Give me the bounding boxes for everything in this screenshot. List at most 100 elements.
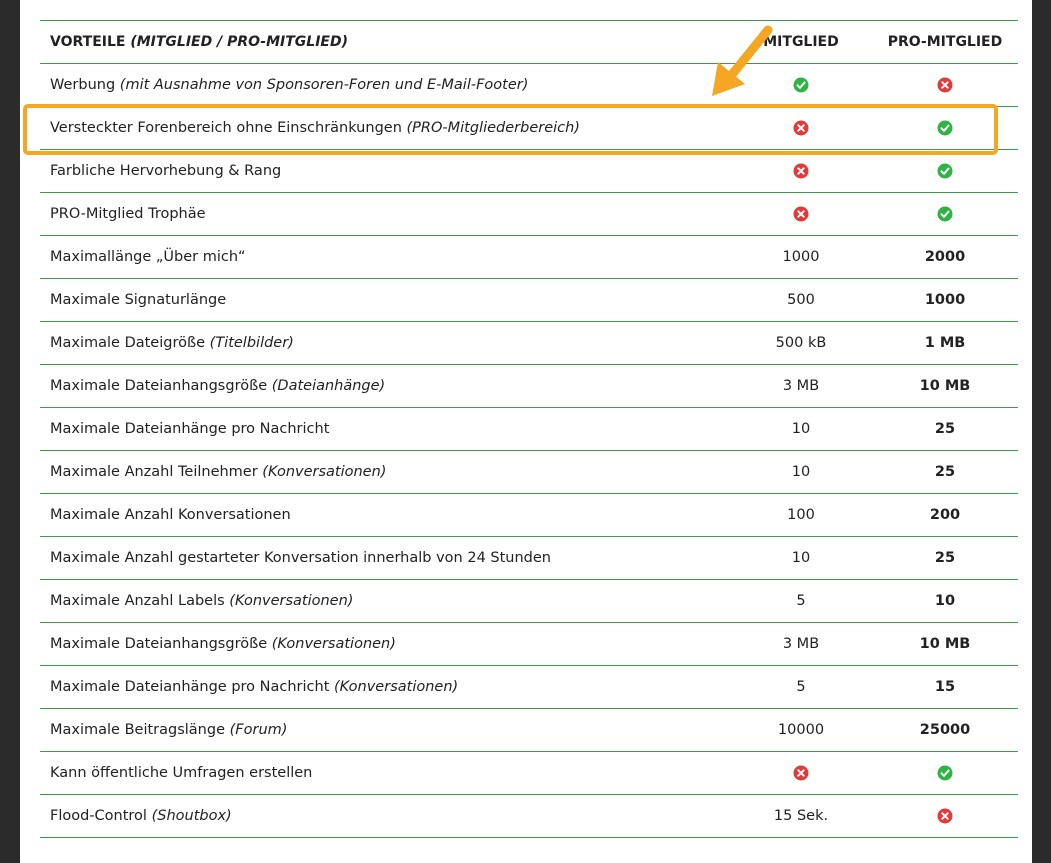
comparison-table: VORTEILE (MITGLIED / PRO-MITGLIED) MITGL… (40, 20, 1018, 838)
row-label-cell: Maximale Beitragslänge (Forum) (40, 722, 730, 738)
pro-value: 25000 (919, 722, 971, 738)
table-row: Maximale Dateianhangsgröße (Dateianhänge… (40, 365, 1018, 408)
row-label: Maximale Anzahl Konversationen (50, 507, 291, 523)
pro-cell (872, 765, 1018, 781)
row-label-cell: Maximale Dateianhänge pro Nachricht (40, 421, 730, 437)
row-note: (Forum) (229, 722, 288, 738)
table-row: PRO-Mitglied Trophäe (40, 193, 1018, 236)
mitglied-value: 500 (787, 292, 815, 308)
row-label-cell: Maximale Dateigröße (Titelbilder) (40, 335, 730, 351)
row-label-cell: Werbung (mit Ausnahme von Sponsoren-Fore… (40, 77, 730, 93)
row-label: Maximale Signaturlänge (50, 292, 227, 308)
row-label: Maximallänge „Über mich“ (50, 249, 246, 265)
mitglied-value: 10000 (777, 722, 825, 738)
pro-value: 1000 (924, 292, 966, 308)
header-col2: PRO-MITGLIED (887, 34, 1003, 50)
pro-value: 2000 (924, 249, 966, 265)
mitglied-value: 10 (791, 421, 811, 437)
table-row: Maximale Signaturlänge 500 1000 (40, 279, 1018, 322)
row-label: Werbung (50, 77, 116, 93)
mitglied-value: 500 kB (775, 335, 827, 351)
pro-value: 25 (934, 464, 956, 480)
row-label-cell: Maximale Anzahl Teilnehmer (Konversation… (40, 464, 730, 480)
row-note: (Shoutbox) (151, 808, 232, 824)
table-row: Kann öffentliche Umfragen erstellen (40, 752, 1018, 795)
row-note: (Titelbilder) (209, 335, 294, 351)
row-label: Maximale Dateianhangsgröße (50, 636, 268, 652)
mitglied-value: 10 (791, 464, 811, 480)
row-label-cell: Maximallänge „Über mich“ (40, 249, 730, 265)
row-note: (mit Ausnahme von Sponsoren-Foren und E-… (119, 77, 529, 93)
mitglied-value: 100 (787, 507, 815, 523)
row-note: (Konversationen) (229, 593, 354, 609)
row-label-cell: PRO-Mitglied Trophäe (40, 206, 730, 222)
table-row: Maximale Anzahl gestarteter Konversation… (40, 537, 1018, 580)
pro-value: 25 (934, 421, 956, 437)
pro-cell (872, 808, 1018, 824)
pro-value: 10 MB (919, 378, 971, 394)
pro-value: 10 (934, 593, 956, 609)
header-note: (MITGLIED / PRO-MITGLIED) (130, 34, 348, 50)
mitglied-cell (730, 77, 872, 93)
mitglied-value: 10 (791, 550, 811, 566)
row-label-cell: Maximale Anzahl gestarteter Konversation… (40, 550, 730, 566)
pro-value: 10 MB (919, 636, 971, 652)
mitglied-cell (730, 206, 872, 222)
header-cell: VORTEILE (MITGLIED / PRO-MITGLIED) (40, 34, 730, 50)
check-icon (937, 163, 953, 179)
mitglied-cell (730, 765, 872, 781)
mitglied-value: 1000 (782, 249, 820, 265)
row-label: Maximale Dateigröße (50, 335, 206, 351)
table-row: Maximale Dateianhänge pro Nachricht 10 25 (40, 408, 1018, 451)
check-icon (937, 120, 953, 136)
table-row: Maximale Beitragslänge (Forum) 10000 25000 (40, 709, 1018, 752)
cross-icon (793, 765, 809, 781)
cross-icon (937, 808, 953, 824)
mitglied-value: 5 (796, 593, 806, 609)
pro-cell (872, 206, 1018, 222)
row-label-cell: Farbliche Hervorhebung & Rang (40, 163, 730, 179)
row-label: Maximale Anzahl Labels (50, 593, 225, 609)
row-note: (Konversationen) (334, 679, 459, 695)
row-label: Farbliche Hervorhebung & Rang (50, 163, 282, 179)
cross-icon (793, 206, 809, 222)
cross-icon (937, 77, 953, 93)
row-label: Maximale Dateianhänge pro Nachricht (50, 421, 330, 437)
mitglied-value: 3 MB (782, 378, 820, 394)
row-note: (Dateianhänge) (271, 378, 386, 394)
table-row: Farbliche Hervorhebung & Rang (40, 150, 1018, 193)
row-label-cell: Maximale Dateianhangsgröße (Konversation… (40, 636, 730, 652)
check-icon (793, 77, 809, 93)
table-row: Maximallänge „Über mich“ 1000 2000 (40, 236, 1018, 279)
row-label: Flood-Control (50, 808, 147, 824)
header-title: VORTEILE (50, 34, 126, 50)
table-row: Versteckter Forenbereich ohne Einschränk… (40, 107, 1018, 150)
row-label-cell: Maximale Dateianhangsgröße (Dateianhänge… (40, 378, 730, 394)
row-note: (PRO-Mitgliederbereich) (406, 120, 580, 136)
mitglied-cell (730, 120, 872, 136)
row-label-cell: Maximale Anzahl Konversationen (40, 507, 730, 523)
header-row: VORTEILE (MITGLIED / PRO-MITGLIED) MITGL… (40, 21, 1018, 64)
row-label: Maximale Beitragslänge (50, 722, 225, 738)
table-row: Werbung (mit Ausnahme von Sponsoren-Fore… (40, 64, 1018, 107)
check-icon (937, 206, 953, 222)
mitglied-value: 5 (796, 679, 806, 695)
pro-value: 15 (934, 679, 956, 695)
table-row: Maximale Dateigröße (Titelbilder) 500 kB 1… (40, 322, 1018, 365)
row-label: Maximale Dateianhangsgröße (50, 378, 268, 394)
pro-value: 25 (934, 550, 956, 566)
table-row: Maximale Anzahl Labels (Konversationen) 5… (40, 580, 1018, 623)
table-row: Maximale Dateianhangsgröße (Konversation… (40, 623, 1018, 666)
table-row: Flood-Control (Shoutbox) 15 Sek. (40, 795, 1018, 838)
row-label-cell: Kann öffentliche Umfragen erstellen (40, 765, 730, 781)
check-icon (937, 765, 953, 781)
cross-icon (793, 120, 809, 136)
pro-value: 200 (929, 507, 961, 523)
table-row: Maximale Anzahl Teilnehmer (Konversation… (40, 451, 1018, 494)
table-row: Maximale Dateianhänge pro Nachricht (Kon… (40, 666, 1018, 709)
pro-value: 1 MB (924, 335, 966, 351)
mitglied-value: 15 Sek. (773, 808, 829, 824)
mitglied-cell (730, 163, 872, 179)
row-label-cell: Maximale Signaturlänge (40, 292, 730, 308)
row-label: Versteckter Forenbereich ohne Einschränk… (50, 120, 402, 136)
